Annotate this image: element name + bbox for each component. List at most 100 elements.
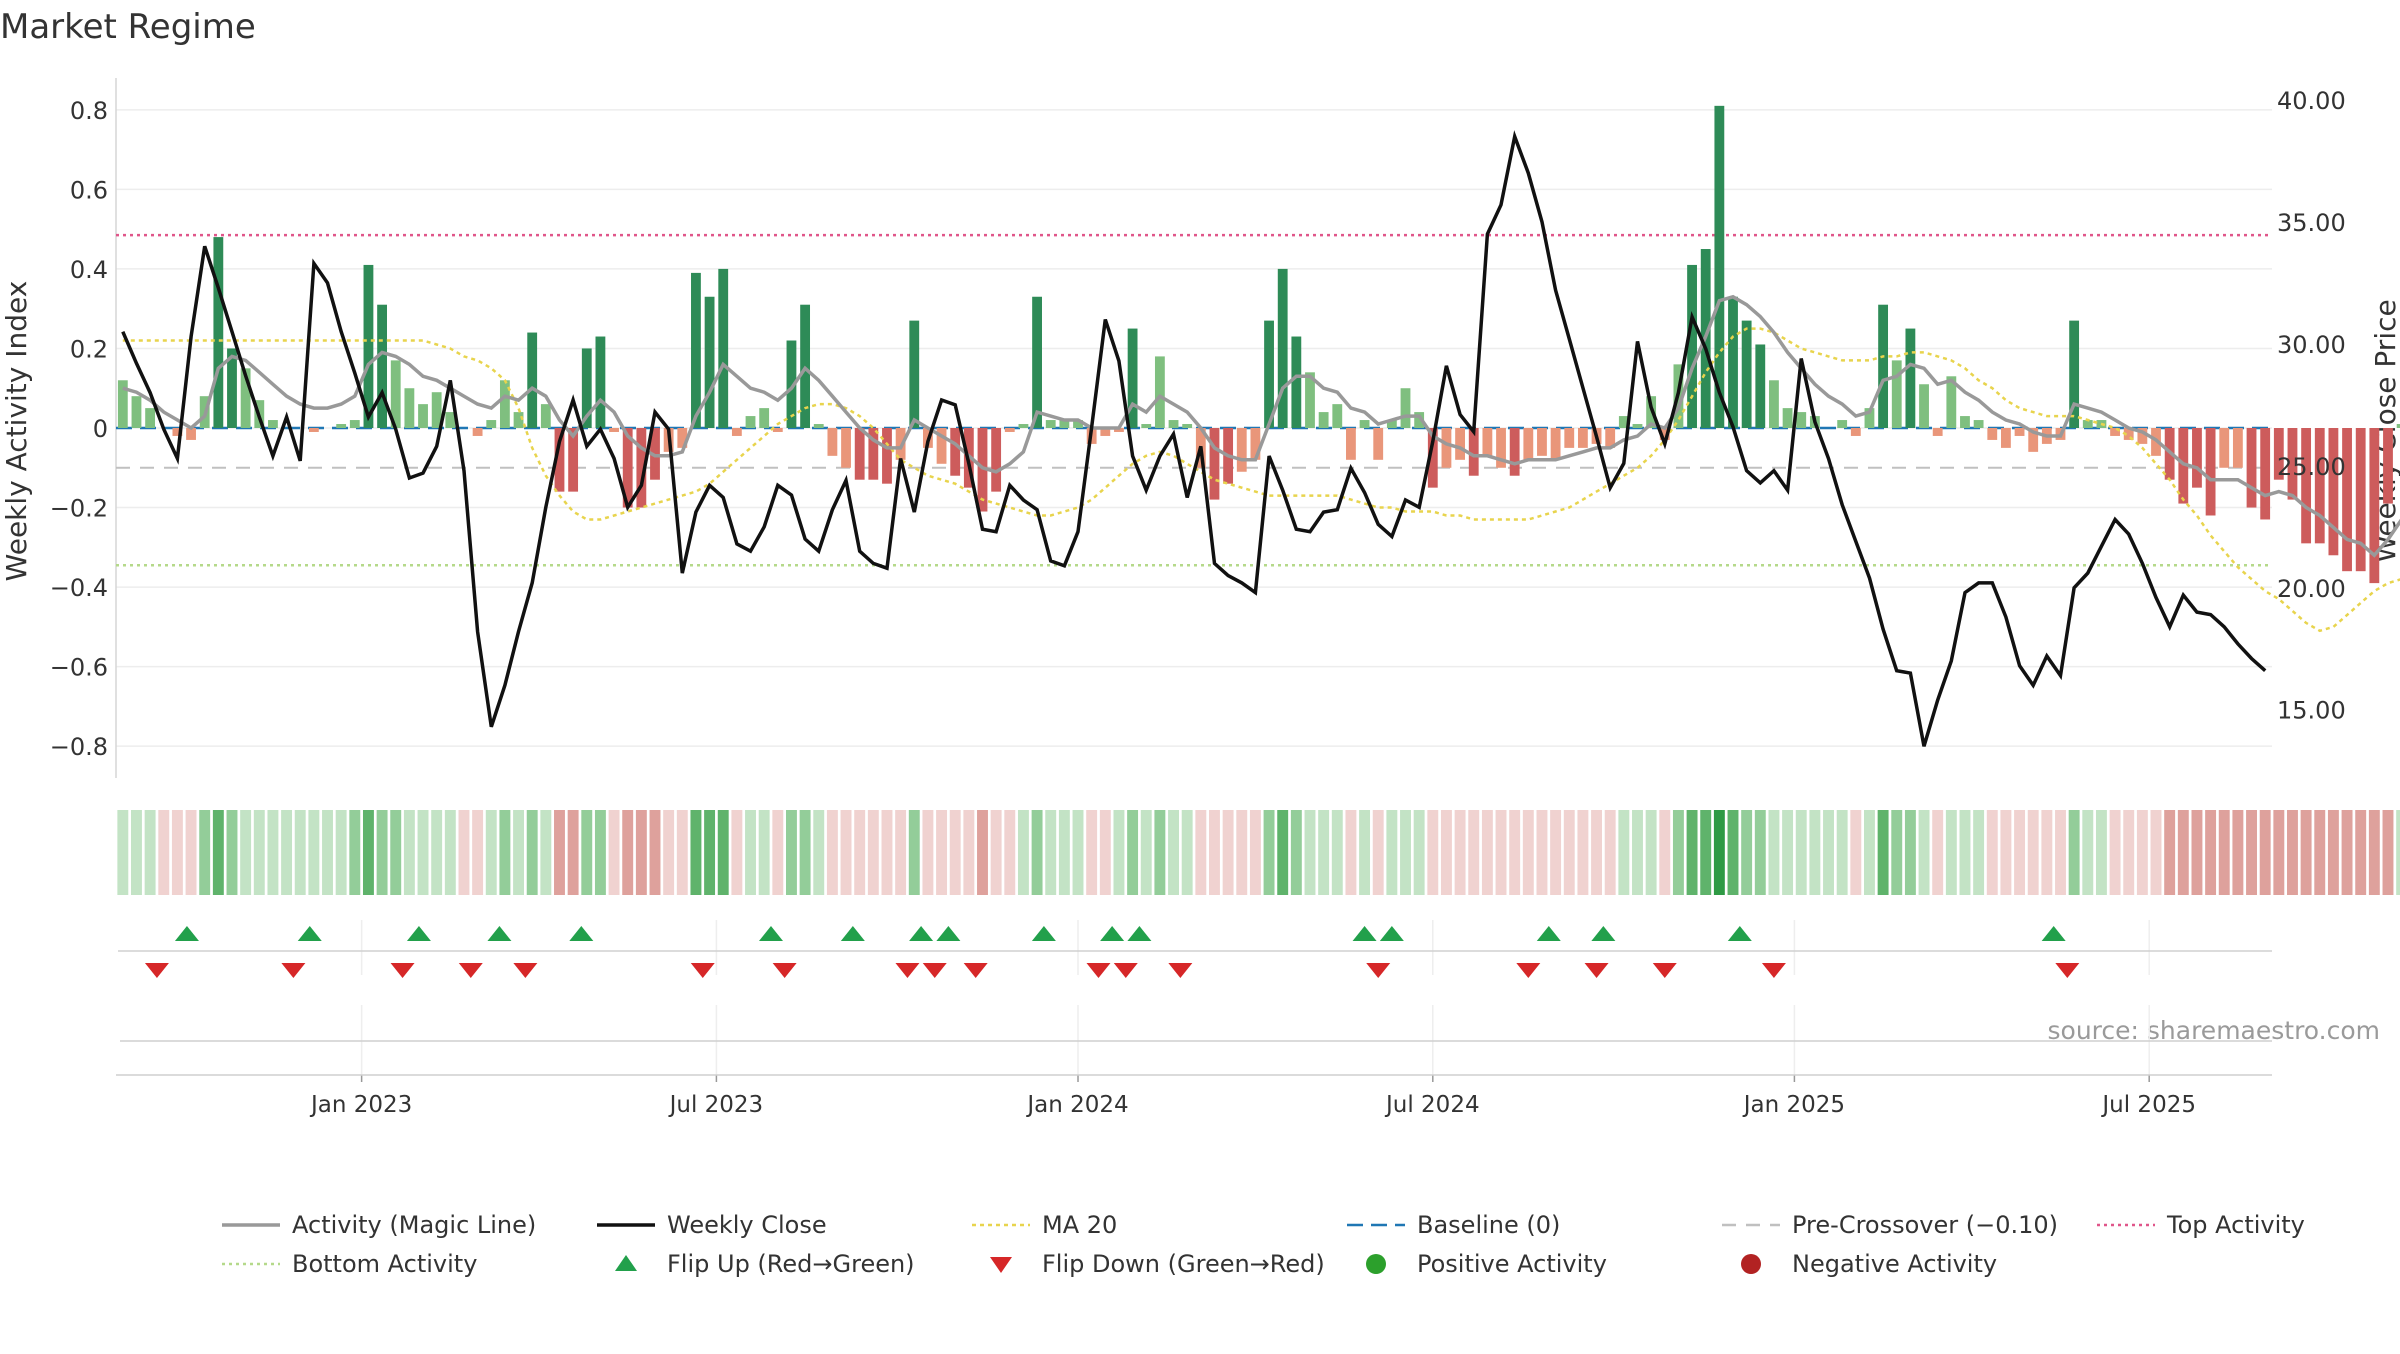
y-left-axis-label: Weekly Activity Index	[0, 281, 33, 582]
regime-strip-cell	[1577, 810, 1589, 895]
regime-strip-cell	[908, 810, 920, 895]
regime-strip-cell	[1659, 810, 1671, 895]
activity-bar	[308, 428, 319, 432]
regime-strip-cell	[1604, 810, 1616, 895]
activity-bar	[2301, 428, 2312, 544]
regime-strip-cell	[1973, 810, 1985, 895]
activity-bar	[1400, 388, 1411, 428]
regime-strip-cell	[267, 810, 279, 895]
flip-up-marker	[1127, 926, 1152, 941]
regime-strip-cell	[117, 810, 129, 895]
activity-bar	[909, 320, 920, 428]
legend-item: Flip Down (Green→Red)	[990, 1250, 1325, 1278]
activity-bar	[1755, 344, 1766, 428]
regime-strip-cell	[1400, 810, 1411, 895]
y-left-tick-label: 0.4	[70, 256, 108, 284]
flip-up-marker	[1031, 926, 1056, 941]
activity-bar	[1728, 296, 1738, 428]
activity-bar	[554, 428, 565, 492]
regime-strip-cell	[1222, 810, 1234, 895]
activity-bar	[1782, 408, 1793, 428]
regime-strip-cell	[513, 810, 525, 895]
activity-bar	[1891, 360, 1902, 428]
regime-strip-cell	[2000, 810, 2012, 895]
flip-down-marker	[1168, 963, 1193, 978]
series-lines	[121, 130, 2400, 747]
regime-strip-cell	[1877, 810, 1889, 895]
activity-bar	[240, 368, 251, 428]
legend-label: Pre-Crossover (−0.10)	[1792, 1211, 2058, 1239]
regime-strip-cell	[1113, 810, 1125, 895]
activity-bar	[1386, 420, 1397, 428]
activity-bar	[677, 428, 688, 448]
regime-strip-cell	[144, 810, 156, 895]
activity-bar	[145, 408, 156, 428]
regime-strip-cell	[1481, 810, 1493, 895]
flip-up-marker	[909, 926, 934, 941]
flip-down-marker	[1366, 963, 1391, 978]
legend-label: Baseline (0)	[1417, 1211, 1560, 1239]
legend-label: Negative Activity	[1792, 1250, 1997, 1278]
activity-bar	[404, 388, 415, 428]
regime-strip-cell	[1754, 810, 1766, 895]
regime-strip-cell	[1181, 810, 1193, 895]
activity-bar	[1182, 424, 1193, 428]
activity-bar	[841, 428, 851, 468]
activity-bar	[1264, 320, 1274, 428]
regime-strip-cell	[1249, 810, 1261, 895]
regime-strip-cell	[1563, 810, 1575, 895]
y-right-tick-label: 30.00	[2277, 331, 2346, 359]
regime-strip-cell	[1700, 810, 1712, 895]
activity-bar	[731, 428, 742, 436]
y-right-tick-label: 20.00	[2277, 575, 2346, 603]
flip-down-marker	[281, 963, 306, 978]
activity-bar	[2082, 420, 2093, 428]
regime-strip-cell	[1195, 810, 1207, 895]
legend-label: MA 20	[1042, 1211, 1117, 1239]
regime-strip-cell	[1618, 810, 1630, 895]
regime-strip-cell	[1004, 810, 1016, 895]
flip-up-marker	[2041, 926, 2066, 941]
y-left-tick-label: −0.8	[50, 733, 108, 761]
regime-strip-cell	[2150, 810, 2162, 895]
y-left-tick-label: 0	[93, 415, 108, 443]
legend-label: Weekly Close	[667, 1211, 827, 1239]
activity-bar	[718, 268, 729, 428]
legend-item: Baseline (0)	[1347, 1211, 1560, 1239]
legend-label: Flip Up (Red→Green)	[667, 1250, 915, 1278]
activity-bar	[636, 428, 647, 508]
regime-strip-cell	[1823, 810, 1834, 895]
y-left-tick-label: 0.8	[70, 97, 108, 125]
regime-strip-cell	[963, 810, 975, 895]
regime-strip-cell	[444, 810, 456, 895]
activity-bar	[1305, 372, 1315, 428]
legend-item: Positive Activity	[1366, 1250, 1607, 1278]
regime-strip-cell	[581, 810, 593, 895]
regime-strip-cell	[1741, 810, 1753, 895]
activity-bar	[813, 424, 824, 428]
y-left-tick-label: 0.2	[70, 335, 108, 363]
activity-bar	[1168, 420, 1179, 428]
regime-strip-cell	[1795, 810, 1807, 895]
activity-bar	[1004, 428, 1015, 432]
regime-strip-cell	[1359, 810, 1371, 895]
activity-bar	[1250, 428, 1261, 460]
regime-strip-cell	[1727, 810, 1739, 895]
activity-bar	[1769, 380, 1779, 428]
flip-up-marker	[297, 926, 322, 941]
regime-strip-cell	[308, 810, 320, 895]
regime-strip-cell	[1304, 810, 1316, 895]
activity-bar	[882, 428, 892, 484]
activity-bar	[1987, 428, 1998, 440]
activity-bar	[1291, 336, 1302, 428]
flip-down-marker	[1584, 963, 1609, 978]
activity-bar	[1618, 416, 1629, 428]
regime-strip-cell	[526, 810, 538, 895]
regime-strip-cell	[1086, 810, 1098, 895]
regime-strip-cell	[977, 810, 988, 895]
weekly-close-line	[121, 130, 2267, 747]
regime-strip-cell	[990, 810, 1002, 895]
activity-bar	[1455, 428, 1466, 460]
